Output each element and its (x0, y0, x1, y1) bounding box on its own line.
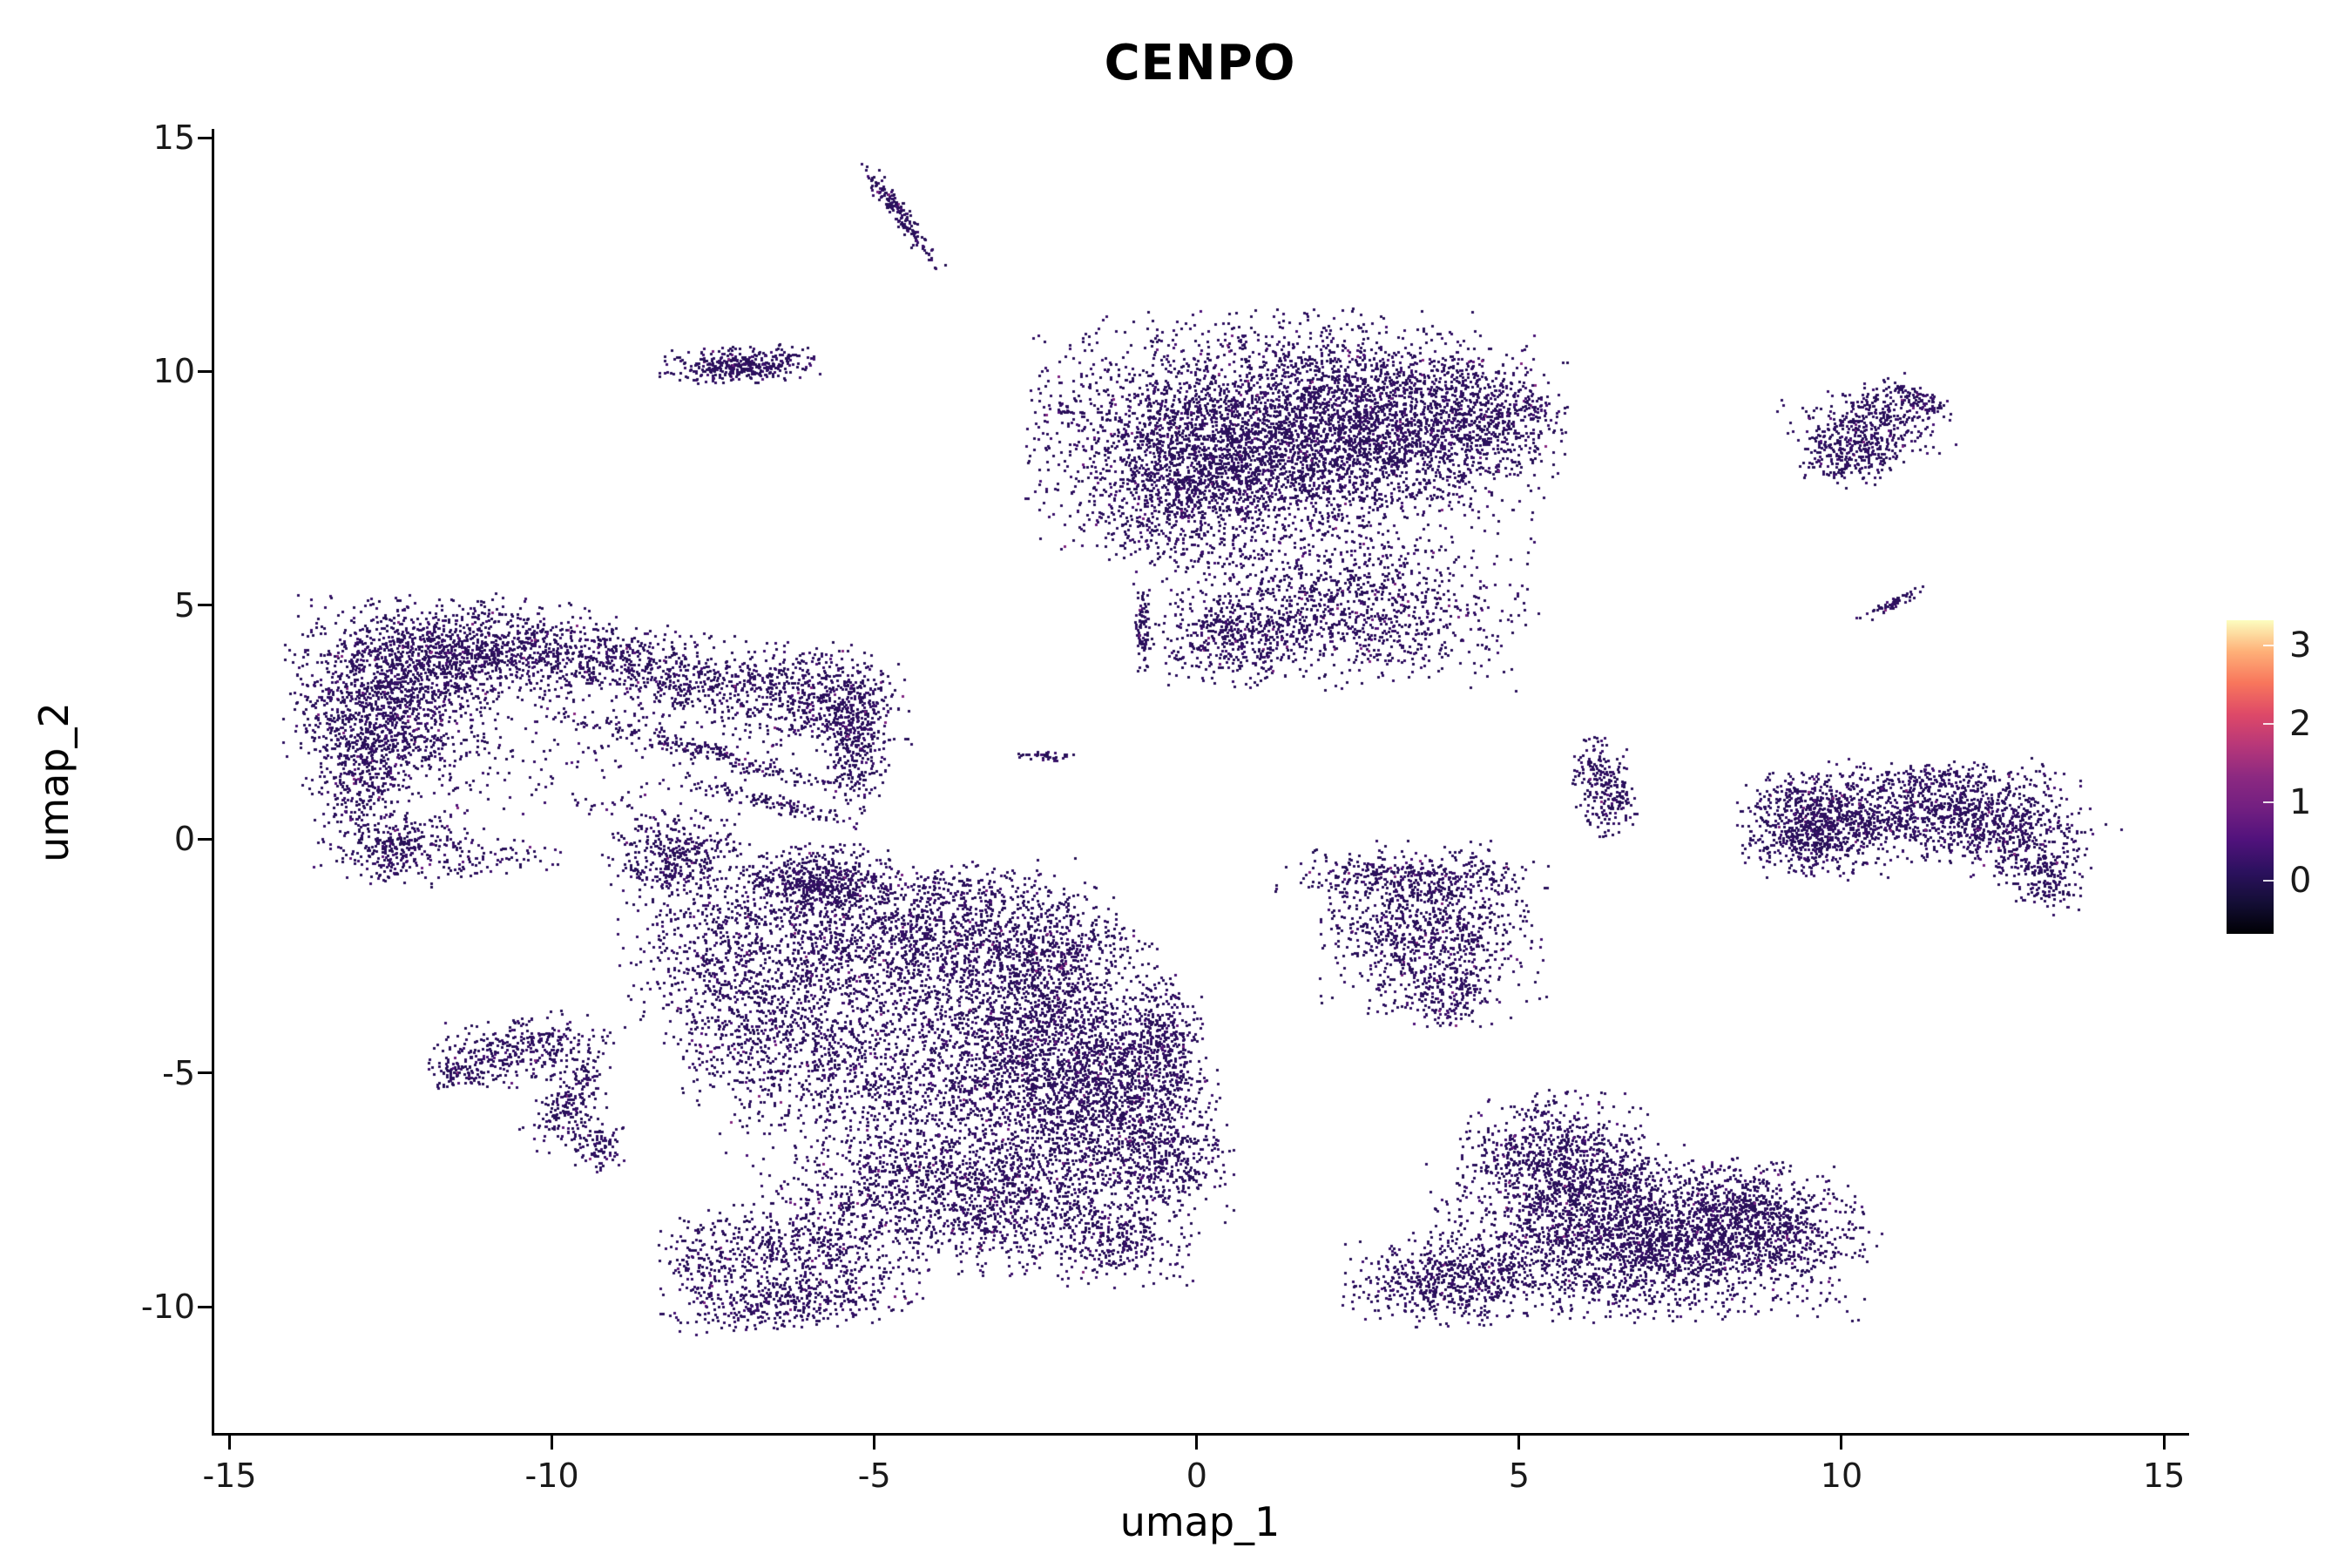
y-tick-mark (198, 136, 212, 139)
y-tick-label: 0 (173, 820, 195, 859)
x-tick-label: 5 (1508, 1456, 1530, 1495)
y-tick-label: 5 (173, 585, 195, 625)
colorbar-tick-mark (2263, 722, 2274, 725)
legend-tick-label: 1 (2289, 781, 2312, 822)
x-tick-label: -10 (524, 1456, 579, 1495)
y-tick-mark (198, 369, 212, 373)
y-axis-title: umap_2 (30, 702, 78, 862)
x-tick-mark (2162, 1436, 2166, 1450)
y-tick-label: -10 (140, 1288, 195, 1327)
plot-title: CENPO (1104, 35, 1296, 91)
y-tick-mark (198, 604, 212, 607)
x-tick-mark (1517, 1436, 1521, 1450)
x-tick-label: -15 (202, 1456, 257, 1495)
x-tick-mark (228, 1436, 231, 1450)
x-tick-mark (1195, 1436, 1199, 1450)
x-axis-line (212, 1433, 2189, 1436)
x-tick-label: 10 (1820, 1456, 1863, 1495)
legend-tick-label: 0 (2289, 860, 2312, 901)
y-tick-label: 10 (152, 352, 195, 391)
y-tick-mark (198, 1071, 212, 1075)
x-tick-mark (1840, 1436, 1843, 1450)
y-tick-mark (198, 1305, 212, 1308)
x-tick-mark (873, 1436, 876, 1450)
colorbar-gradient (2227, 620, 2274, 934)
x-tick-label: 0 (1186, 1456, 1207, 1495)
colorbar-tick-mark (2263, 879, 2274, 882)
legend-tick-label: 2 (2289, 703, 2312, 744)
colorbar-tick-mark (2263, 644, 2274, 646)
y-tick-label: 15 (152, 118, 195, 158)
colorbar-legend: 3 2 1 0 (2227, 620, 2352, 937)
x-axis-title: umap_1 (1119, 1498, 1281, 1545)
colorbar-tick-mark (2263, 801, 2274, 803)
x-tick-label: 15 (2142, 1456, 2186, 1495)
y-axis-line (212, 129, 214, 1436)
x-tick-label: -5 (857, 1456, 891, 1495)
y-tick-label: -5 (162, 1053, 195, 1092)
legend-tick-label: 3 (2289, 625, 2312, 666)
y-tick-mark (198, 837, 212, 841)
x-tick-mark (551, 1436, 554, 1450)
